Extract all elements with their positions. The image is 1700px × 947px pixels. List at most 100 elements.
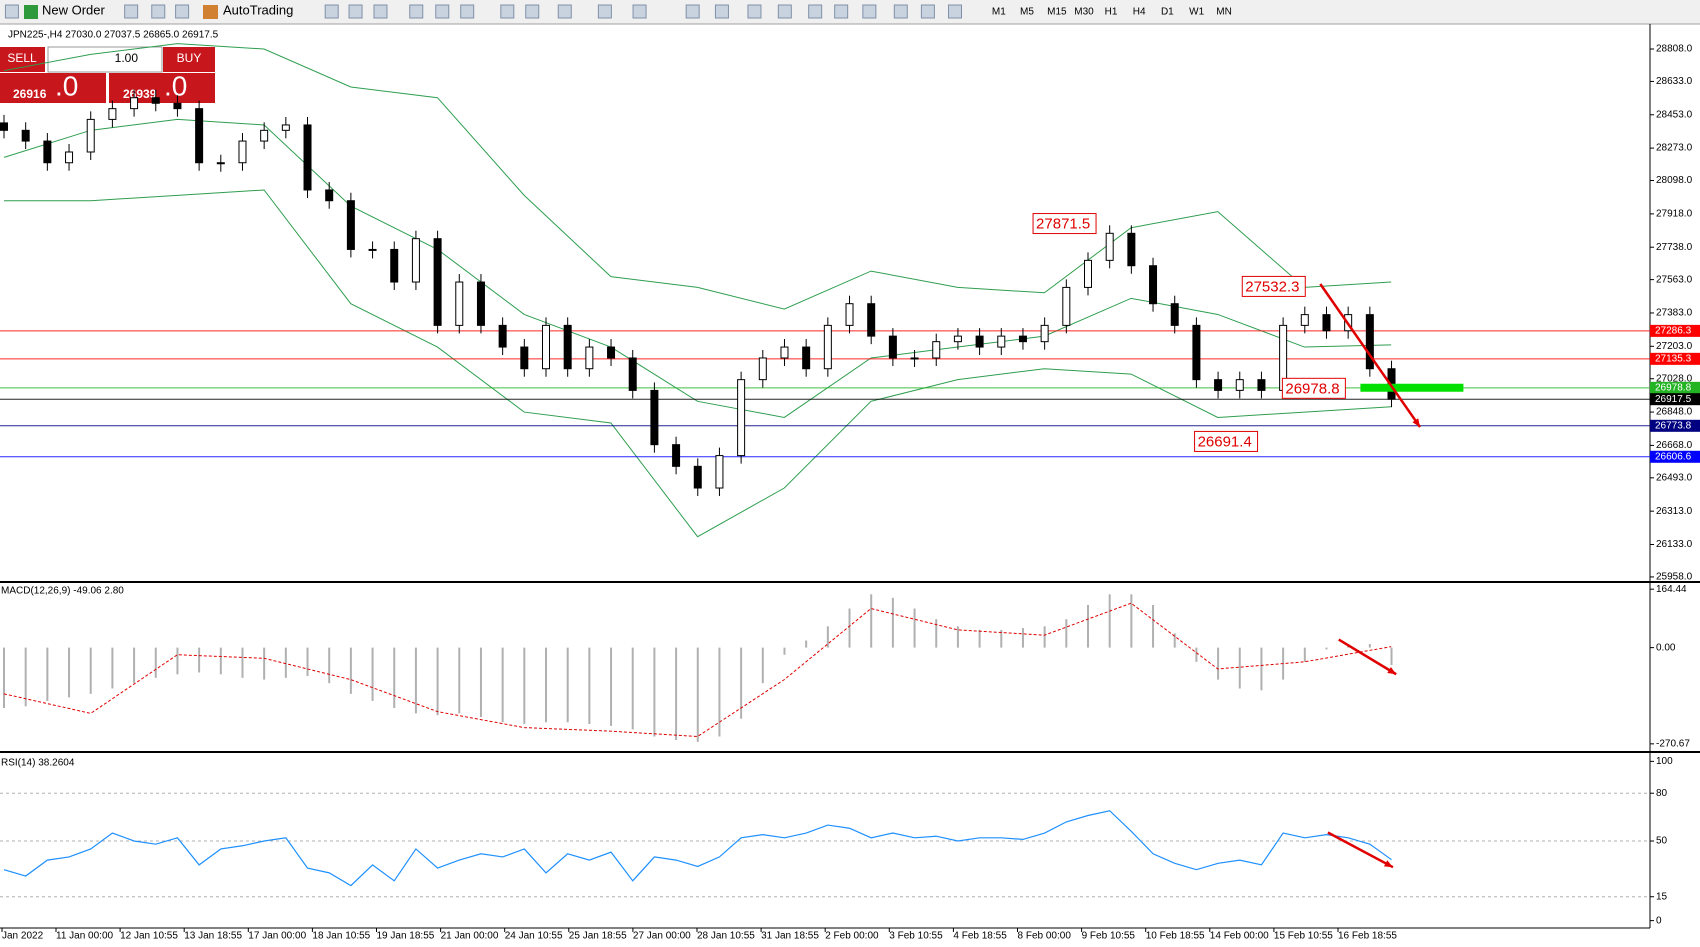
candle [216, 162, 225, 165]
rsi-tick-label: 0 [1656, 915, 1662, 926]
candle [1257, 379, 1266, 391]
timeframe-button[interactable]: M30 [1074, 7, 1094, 18]
candle [151, 97, 160, 104]
candle [1040, 324, 1049, 343]
price-level-tag [1650, 352, 1700, 365]
candle [21, 129, 30, 142]
trend-arrow [1338, 638, 1397, 676]
price-level-tag [1650, 324, 1700, 337]
sell-label[interactable]: SELL [7, 51, 37, 65]
candle [260, 129, 269, 142]
candle [1322, 314, 1331, 332]
toolbar-icon [862, 4, 877, 19]
candle [715, 455, 724, 489]
candle [303, 124, 312, 191]
bid-box[interactable] [0, 73, 106, 103]
lot-value[interactable]: 1.00 [115, 51, 139, 65]
candle [1235, 379, 1244, 391]
candle [65, 151, 74, 164]
ask-box[interactable] [109, 73, 215, 103]
toolbar-icon [834, 4, 849, 19]
time-label: 14 Feb 00:00 [1210, 931, 1269, 942]
target-zone [1360, 383, 1464, 392]
sell-button[interactable] [0, 47, 45, 72]
bollinger-band [3, 118, 1392, 418]
timeframe-button[interactable]: W1 [1189, 7, 1204, 18]
time-label: 19 Jan 18:55 [377, 931, 435, 942]
price-tick-label: 26133.0 [1656, 539, 1693, 550]
candle [975, 335, 984, 348]
price-level-label: 26978.8 [1655, 382, 1692, 393]
candle [628, 357, 637, 391]
ask-price: 26939 [123, 87, 157, 101]
timeframe-button[interactable]: H4 [1133, 7, 1146, 18]
candle [86, 118, 95, 153]
candle [1300, 314, 1309, 326]
price-tick-label: 27738.0 [1656, 242, 1693, 253]
buy-label[interactable]: BUY [177, 51, 202, 65]
timeframe-button[interactable]: M5 [1020, 7, 1034, 18]
timeframe-button[interactable]: H1 [1105, 7, 1118, 18]
price-level-label: 27286.3 [1655, 326, 1692, 337]
candle [650, 389, 659, 446]
time-label: 9 Feb 10:55 [1082, 931, 1136, 942]
trade-panel: SELL 1.00 BUY 26916 .0 26939 .0 [0, 46, 215, 103]
macd-label: MACD(12,26,9) -49.06 2.80 [1, 586, 124, 597]
timeframe-button[interactable]: M15 [1047, 7, 1067, 18]
annotation-label: 27532.3 [1245, 278, 1299, 295]
time-label: 11 Jan 00:00 [56, 931, 114, 942]
price-tick-label: 28453.0 [1656, 109, 1693, 120]
bollinger-band [4, 189, 1392, 538]
toolbar-icon [632, 4, 647, 19]
candle [1084, 259, 1092, 288]
candle [953, 335, 962, 343]
candle [411, 238, 420, 283]
candle [498, 324, 507, 348]
toolbar-icon [409, 4, 424, 19]
toolbar-icon [124, 4, 139, 19]
bollinger-band [3, 43, 1392, 310]
rsi-tick-label: 80 [1656, 788, 1668, 799]
candle [433, 238, 442, 326]
candle [845, 303, 854, 326]
candle [672, 444, 681, 467]
buy-button[interactable] [163, 47, 215, 72]
toolbar-icon [324, 4, 339, 19]
time-label: 13 Jan 18:55 [184, 931, 242, 942]
lot-input[interactable] [47, 46, 163, 73]
toolbar-icon [948, 4, 962, 19]
new-order-icon[interactable] [24, 5, 38, 19]
annotation-box [1032, 213, 1097, 235]
candle [1018, 335, 1027, 343]
toolbar-icon [435, 4, 450, 19]
time-label: 25 Jan 18:55 [569, 931, 627, 942]
price-level-label: 26606.6 [1655, 451, 1692, 462]
timeframe-button[interactable]: M1 [992, 7, 1006, 18]
new-order-button[interactable]: New Order [42, 2, 106, 17]
autotrading-icon[interactable] [203, 5, 218, 19]
toolbar-icon [747, 4, 762, 19]
toolbar-icon [460, 4, 475, 19]
toolbar [0, 0, 1700, 24]
candle [607, 346, 616, 359]
price-tick-label: 27383.0 [1656, 308, 1693, 319]
toolbar-icon [808, 4, 823, 19]
price-level-label: 26773.8 [1655, 420, 1692, 431]
candle [1127, 232, 1136, 267]
timeframe-button[interactable]: D1 [1161, 7, 1174, 18]
time-label: 17 Jan 00:00 [248, 931, 306, 942]
chart-header: JPN225-,H4 27030.0 27037.5 26865.0 26917… [8, 30, 219, 41]
time-label: 8 Feb 00:00 [1018, 931, 1072, 942]
bid-pips: .0 [55, 70, 78, 101]
price-tick-label: 28808.0 [1656, 44, 1693, 55]
autotrading-button[interactable]: AutoTrading [223, 2, 293, 17]
rsi-tick-label: 15 [1656, 891, 1668, 902]
timeframe-button[interactable]: MN [1216, 7, 1232, 18]
annotation-label: 26691.4 [1198, 433, 1252, 450]
time-label: 16 Feb 18:55 [1338, 931, 1397, 942]
time-label: 21 Jan 00:00 [441, 931, 499, 942]
toolbar-icon [500, 4, 515, 19]
price-level-label: 26917.5 [1655, 394, 1692, 405]
rsi-tick-label: 100 [1656, 756, 1673, 767]
